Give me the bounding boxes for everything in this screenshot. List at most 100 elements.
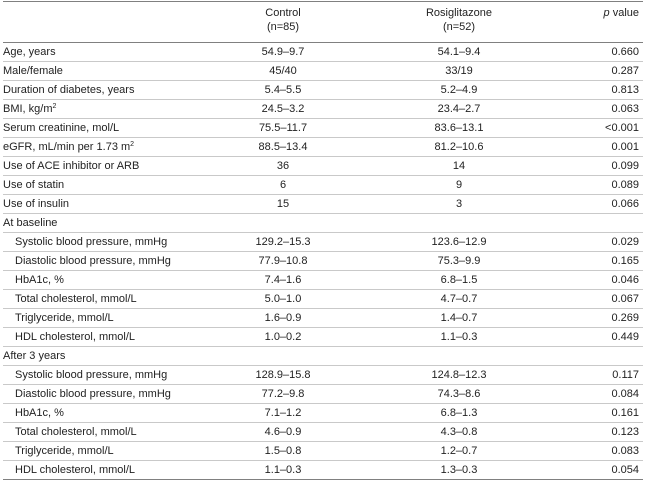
header-p-rest: value: [609, 7, 639, 19]
row-label: HDL cholesterol, mmol/L: [3, 327, 195, 347]
p-value: 0.066: [547, 194, 643, 214]
row-label-superscript: 2: [130, 141, 135, 148]
row-label: Total cholesterol, mmol/L: [3, 289, 195, 309]
row-label: Use of statin: [3, 175, 195, 195]
p-value: 0.449: [547, 327, 643, 347]
header-p-italic: p: [603, 7, 610, 19]
control-value: 5.4–5.5: [195, 80, 371, 100]
empty-cell: [195, 213, 371, 233]
row-label: Use of ACE inhibitor or ARB: [3, 156, 195, 176]
rosi-value: 23.4–2.7: [371, 99, 547, 119]
row-label: Serum creatinine, mol/L: [3, 118, 195, 138]
rosi-value: 6.8–1.3: [371, 403, 547, 423]
table-row: BMI, kg/m2 24.5–3.2 23.4–2.7 0.063: [3, 99, 643, 119]
header-control-label: Control: [265, 7, 301, 19]
row-label: eGFR, mL/min per 1.73 m2: [3, 137, 195, 157]
header-rosi-n: (n=52): [442, 21, 476, 33]
control-value: 77.2–9.8: [195, 384, 371, 404]
p-value: 0.660: [547, 42, 643, 62]
control-value: 7.4–1.6: [195, 270, 371, 290]
control-value: 129.2–15.3: [195, 232, 371, 252]
table-row: Total cholesterol, mmol/L 4.6–0.9 4.3–0.…: [3, 422, 643, 442]
empty-cell: [371, 213, 547, 233]
row-label: Duration of diabetes, years: [3, 80, 195, 100]
row-label: Total cholesterol, mmol/L: [3, 422, 195, 442]
section-title-baseline: At baseline: [3, 213, 195, 233]
header-rosiglitazone: Rosiglitazone (n=52): [371, 1, 547, 43]
table-row: HDL cholesterol, mmol/L 1.1–0.3 1.3–0.3 …: [3, 460, 643, 480]
header-control-n: (n=85): [266, 21, 300, 33]
table-row: Systolic blood pressure, mmHg 128.9–15.8…: [3, 365, 643, 385]
table-row: HDL cholesterol, mmol/L 1.0–0.2 1.1–0.3 …: [3, 327, 643, 347]
p-value: 0.083: [547, 441, 643, 461]
control-value: 75.5–11.7: [195, 118, 371, 138]
p-value: 0.029: [547, 232, 643, 252]
rosi-value: 74.3–8.6: [371, 384, 547, 404]
empty-cell: [195, 346, 371, 366]
row-label-text: eGFR, mL/min per 1.73 m: [3, 141, 131, 153]
table-row: Systolic blood pressure, mmHg 129.2–15.3…: [3, 232, 643, 252]
table-row: Use of statin 6 9 0.089: [3, 175, 643, 195]
control-value: 54.9–9.7: [195, 42, 371, 62]
table-row: Serum creatinine, mol/L 75.5–11.7 83.6–1…: [3, 118, 643, 138]
rosi-value: 1.4–0.7: [371, 308, 547, 328]
rosi-value: 124.8–12.3: [371, 365, 547, 385]
header-control: Control (n=85): [195, 1, 371, 43]
characteristics-table: Control (n=85) Rosiglitazone (n=52) p va…: [3, 1, 643, 480]
row-label: BMI, kg/m2: [3, 99, 195, 119]
p-value: 0.099: [547, 156, 643, 176]
control-value: 36: [195, 156, 371, 176]
table-row: Use of insulin 15 3 0.066: [3, 194, 643, 214]
rosi-value: 3: [371, 194, 547, 214]
rosi-value: 4.3–0.8: [371, 422, 547, 442]
p-value: 0.287: [547, 61, 643, 81]
header-blank: [3, 1, 195, 43]
section-heading-row: After 3 years: [3, 346, 643, 366]
rosi-value: 1.2–0.7: [371, 441, 547, 461]
row-label: Systolic blood pressure, mmHg: [3, 232, 195, 252]
row-label: Male/female: [3, 61, 195, 81]
p-value: 0.123: [547, 422, 643, 442]
rosi-value: 9: [371, 175, 547, 195]
p-value: 0.089: [547, 175, 643, 195]
table-row: Male/female 45/40 33/19 0.287: [3, 61, 643, 81]
table-row: Triglyceride, mmol/L 1.6–0.9 1.4–0.7 0.2…: [3, 308, 643, 328]
table-row: Age, years 54.9–9.7 54.1–9.4 0.660: [3, 42, 643, 62]
rosi-value: 123.6–12.9: [371, 232, 547, 252]
header-p-value: p value: [547, 1, 643, 43]
control-value: 4.6–0.9: [195, 422, 371, 442]
rosi-value: 1.1–0.3: [371, 327, 547, 347]
control-value: 6: [195, 175, 371, 195]
control-value: 45/40: [195, 61, 371, 81]
control-value: 1.0–0.2: [195, 327, 371, 347]
p-value: 0.001: [547, 137, 643, 157]
table-row: Duration of diabetes, years 5.4–5.5 5.2–…: [3, 80, 643, 100]
table-header-row: Control (n=85) Rosiglitazone (n=52) p va…: [3, 1, 643, 43]
empty-cell: [371, 346, 547, 366]
p-value: 0.165: [547, 251, 643, 271]
row-label: Use of insulin: [3, 194, 195, 214]
p-value: <0.001: [547, 118, 643, 138]
rosi-value: 5.2–4.9: [371, 80, 547, 100]
row-label: HbA1c, %: [3, 403, 195, 423]
section-title-after-3-years: After 3 years: [3, 346, 195, 366]
row-label: Triglyceride, mmol/L: [3, 308, 195, 328]
control-value: 24.5–3.2: [195, 99, 371, 119]
empty-cell: [547, 213, 643, 233]
rosi-value: 6.8–1.5: [371, 270, 547, 290]
control-value: 1.6–0.9: [195, 308, 371, 328]
p-value: 0.084: [547, 384, 643, 404]
control-value: 88.5–13.4: [195, 137, 371, 157]
table-row: Triglyceride, mmol/L 1.5–0.8 1.2–0.7 0.0…: [3, 441, 643, 461]
row-label-superscript: 2: [52, 103, 57, 110]
rosi-value: 4.7–0.7: [371, 289, 547, 309]
control-value: 7.1–1.2: [195, 403, 371, 423]
empty-cell: [547, 346, 643, 366]
rosi-value: 54.1–9.4: [371, 42, 547, 62]
p-value: 0.161: [547, 403, 643, 423]
rosi-value: 1.3–0.3: [371, 460, 547, 480]
p-value: 0.117: [547, 365, 643, 385]
rosi-value: 75.3–9.9: [371, 251, 547, 271]
p-value: 0.063: [547, 99, 643, 119]
